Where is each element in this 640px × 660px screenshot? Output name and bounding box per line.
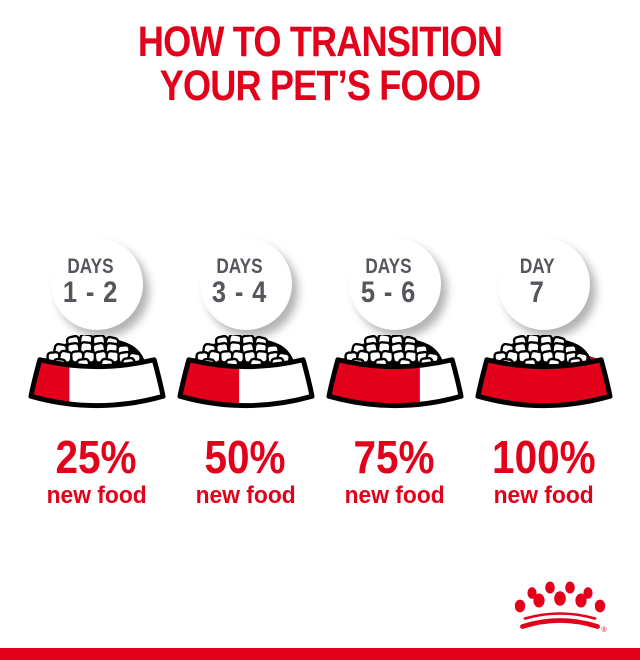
new-food-percent: 100% <box>491 431 596 483</box>
day-label: DAYS <box>365 255 412 278</box>
step-day-7: DAY 7 100% new food <box>469 238 618 509</box>
registered-trademark: ® <box>602 626 608 634</box>
day-range: 7 <box>529 276 546 309</box>
day-range: 5 - 6 <box>360 276 417 309</box>
page-title: HOW TO TRANSITION YOUR PET’S FOOD <box>0 20 640 108</box>
step-days-1-2: DAYS 1 - 2 25% new food <box>22 238 171 509</box>
day-text: DAYS 1 - 2 <box>58 256 123 308</box>
step-days-5-6: DAYS 5 - 6 75% new food <box>320 238 469 509</box>
new-food-percent: 25% <box>55 431 138 483</box>
new-food-caption: new food <box>195 482 296 509</box>
new-food-caption: new food <box>46 482 147 509</box>
new-food-percent: 75% <box>353 431 436 483</box>
day-badge: DAYS 1 - 2 <box>50 238 143 330</box>
title-line-1: HOW TO TRANSITION <box>137 18 503 66</box>
food-bowl-icon <box>475 335 613 422</box>
day-badge: DAYS 5 - 6 <box>348 238 441 330</box>
day-label: DAYS <box>67 255 114 278</box>
day-label: DAYS <box>216 255 263 278</box>
day-text: DAYS 5 - 6 <box>356 256 421 308</box>
new-food-percent: 50% <box>204 431 287 483</box>
royal-canin-crown-icon: ® <box>514 581 608 634</box>
day-label: DAY <box>520 255 555 278</box>
day-text: DAY 7 <box>516 256 558 308</box>
day-range: 1 - 2 <box>62 276 119 309</box>
food-bowl-icon <box>177 335 315 422</box>
title-line-2: YOUR PET’S FOOD <box>159 62 481 110</box>
day-badge: DAY 7 <box>497 238 590 330</box>
day-text: DAYS 3 - 4 <box>207 256 272 308</box>
transition-steps: DAYS 1 - 2 25% new food DAYS 3 - 4 <box>22 238 618 509</box>
day-range: 3 - 4 <box>211 276 268 309</box>
food-bowl-icon <box>326 335 464 422</box>
new-food-caption: new food <box>493 482 594 509</box>
bottom-red-bar <box>0 648 640 660</box>
day-badge: DAYS 3 - 4 <box>199 238 292 330</box>
food-bowl-icon <box>28 335 166 422</box>
new-food-caption: new food <box>344 482 445 509</box>
step-days-3-4: DAYS 3 - 4 50% new food <box>171 238 320 509</box>
